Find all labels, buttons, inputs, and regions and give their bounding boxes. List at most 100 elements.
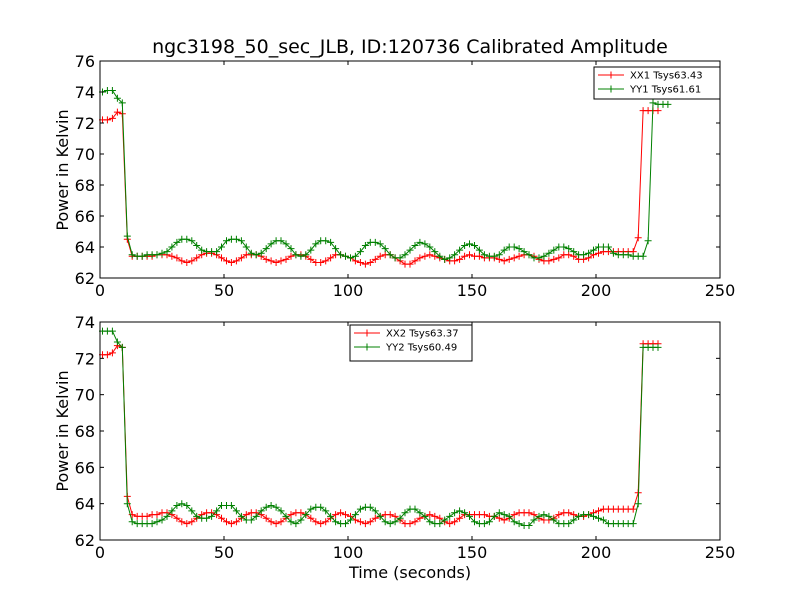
x-tick-label-bottom: 0	[95, 543, 105, 562]
data-point-top-1	[237, 237, 245, 245]
data-point-bottom-1	[590, 512, 597, 520]
x-axis-label: Time (seconds)	[348, 563, 471, 582]
data-point-bottom-0	[287, 511, 295, 519]
legend-label-top-0: XX1 Tsys63.43	[630, 71, 703, 82]
data-point-top-1	[277, 237, 285, 245]
legend-marker-top-1	[607, 85, 615, 93]
data-point-top-1	[520, 248, 528, 256]
data-point-bottom-1	[466, 512, 473, 520]
y-axis-label-bottom: Power in Kelvin	[53, 370, 72, 491]
data-point-bottom-0	[178, 518, 186, 526]
data-point-top-0	[366, 259, 374, 266]
data-point-bottom-1	[530, 516, 538, 524]
data-point-bottom-1	[203, 514, 211, 522]
data-point-bottom-1	[123, 500, 131, 508]
data-point-bottom-1	[480, 520, 488, 528]
data-point-bottom-0	[183, 520, 191, 528]
data-point-top-1	[257, 249, 265, 257]
data-point-top-1	[590, 246, 597, 254]
data-point-top-0	[272, 259, 280, 266]
data-point-top-1	[461, 242, 469, 249]
data-point-top-1	[342, 252, 349, 260]
data-point-bottom-0	[595, 507, 602, 515]
y-tick-label-bottom: 74	[75, 313, 95, 332]
data-point-bottom-1	[446, 512, 454, 520]
data-point-top-1	[183, 235, 191, 243]
data-point-top-1	[123, 232, 131, 240]
data-point-bottom-1	[570, 516, 578, 524]
series-line-top-1	[102, 90, 668, 260]
data-point-bottom-1	[565, 520, 573, 528]
data-point-top-1	[153, 251, 161, 259]
data-point-top-0	[327, 254, 335, 262]
data-point-top-0	[456, 255, 464, 263]
data-point-top-1	[327, 238, 335, 246]
y-tick-label-top: 76	[75, 52, 95, 71]
y-tick-label-top: 70	[75, 145, 95, 164]
series-line-bottom-0	[102, 343, 658, 525]
data-point-top-1	[376, 240, 384, 248]
data-point-bottom-1	[322, 507, 330, 515]
data-point-top-1	[351, 252, 359, 260]
data-point-bottom-1	[426, 518, 434, 526]
data-point-top-0	[262, 255, 270, 263]
data-point-top-0	[183, 259, 191, 266]
data-point-top-1	[471, 242, 478, 249]
plot-frame-top	[99, 60, 721, 279]
data-point-top-1	[495, 251, 503, 259]
y-tick-label-top: 66	[75, 207, 95, 226]
data-point-top-1	[173, 238, 181, 246]
data-point-top-1	[247, 249, 255, 257]
data-point-bottom-1	[193, 512, 201, 520]
y-tick-label-bottom: 62	[75, 531, 95, 550]
data-point-top-1	[371, 238, 379, 246]
data-point-top-0	[371, 255, 379, 263]
data-point-bottom-0	[227, 520, 235, 528]
y-tick-label-bottom: 70	[75, 386, 95, 405]
data-point-bottom-1	[451, 509, 459, 517]
data-point-bottom-1	[272, 503, 280, 511]
data-point-bottom-1	[282, 512, 290, 520]
data-point-top-0	[178, 257, 186, 265]
data-point-top-1	[282, 240, 290, 248]
data-point-top-0	[227, 259, 235, 266]
data-point-bottom-1	[188, 507, 196, 515]
data-point-bottom-1	[356, 505, 364, 513]
data-point-top-0	[595, 249, 602, 257]
legend-box-bottom	[349, 324, 473, 362]
data-point-top-1	[604, 243, 612, 251]
data-point-top-0	[188, 257, 196, 265]
y-tick-label-top: 62	[75, 269, 95, 288]
data-point-top-1	[456, 246, 464, 254]
data-point-bottom-1	[262, 503, 270, 511]
data-point-bottom-1	[302, 511, 310, 519]
data-point-top-1	[168, 243, 176, 251]
x-tick-label-top: 250	[705, 281, 736, 300]
data-point-top-1	[644, 237, 652, 245]
data-point-top-0	[416, 254, 424, 262]
data-point-bottom-0	[108, 349, 116, 357]
data-point-bottom-1	[113, 338, 121, 346]
data-point-bottom-0	[356, 518, 364, 526]
data-point-top-0	[634, 234, 642, 242]
data-point-bottom-1	[287, 518, 295, 526]
y-tick-label-top: 72	[75, 114, 95, 133]
y-tick-label-top: 64	[75, 238, 95, 257]
data-point-top-0	[515, 252, 523, 260]
data-point-bottom-1	[654, 343, 662, 351]
data-point-bottom-1	[595, 514, 602, 522]
data-point-bottom-1	[599, 516, 607, 524]
data-point-top-0	[218, 254, 225, 262]
data-point-bottom-0	[223, 518, 230, 526]
data-point-bottom-0	[525, 509, 533, 517]
data-point-top-1	[664, 100, 672, 108]
data-point-top-1	[262, 245, 270, 253]
chart-title: ngc3198_50_sec_JLB, ID:120736 Calibrated…	[152, 36, 668, 58]
data-point-top-1	[624, 251, 632, 259]
data-point-top-0	[108, 114, 116, 122]
y-axis-label-top: Power in Kelvin	[53, 109, 72, 230]
data-point-bottom-1	[629, 520, 637, 528]
data-point-bottom-1	[173, 502, 181, 509]
data-point-top-1	[267, 240, 275, 248]
data-point-top-0	[356, 259, 364, 266]
